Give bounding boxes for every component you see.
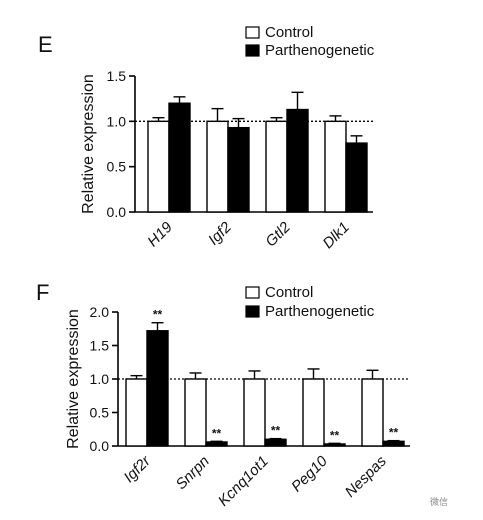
panel-f-bar-control <box>302 378 325 447</box>
panel-f-significance-label: ** <box>330 428 340 442</box>
panel-f-significance-label: ** <box>212 426 222 440</box>
panel-f-legend-label: Control <box>265 284 313 301</box>
panel-f-category-label: Igf2r <box>121 452 155 486</box>
panel-f-bar-control <box>184 378 207 447</box>
panel-f-legend-swatch <box>245 286 260 299</box>
panel-f-y-label: Relative expression <box>65 309 82 449</box>
panel-f-ytick-label: 1.0 <box>90 371 110 387</box>
panel-f-bar-control <box>243 378 266 447</box>
watermark-text: 微信 <box>430 496 448 507</box>
panel-f-significance-label: ** <box>271 424 281 438</box>
panel-f-ytick-label: 0.5 <box>90 405 110 421</box>
panel-e-bar-control <box>265 120 288 213</box>
panel-f-bar-control <box>361 378 384 447</box>
panel-e-ytick-label: 0.5 <box>107 159 127 175</box>
panel-e-bar-control <box>206 120 229 213</box>
panel-f-bar-parthenogenetic <box>146 330 169 447</box>
panel-e-category-label: Igf2 <box>205 218 235 248</box>
panel-e-bar-parthenogenetic <box>286 108 309 213</box>
panel-f-significance-label: ** <box>389 426 399 440</box>
panel-e-category-label: Gtl2 <box>262 218 294 250</box>
panel-e-bar-control <box>147 120 170 213</box>
panel-f-bar-control <box>125 378 148 447</box>
panel-f-category-label: Nespas <box>342 452 390 500</box>
panel-e-category-label: H19 <box>144 218 176 250</box>
panel-e-y-label: Relative expression <box>80 74 97 214</box>
panel-e-ytick-label: 1.5 <box>107 68 127 84</box>
panel-f-category-label: Snrpn <box>173 453 213 493</box>
panel-e-legend-label: Parthenogenetic <box>265 42 375 59</box>
panel-f-category-label: Kcnq1ot1 <box>215 453 272 510</box>
panel-f-bar-parthenogenetic <box>264 438 287 447</box>
panel-e-ytick-label: 1.0 <box>107 113 127 129</box>
panel-f-legend-swatch <box>245 305 260 318</box>
panel-e-legend-swatch <box>245 44 260 57</box>
panel-f-category-label: Peg10 <box>288 452 331 495</box>
panel-e-bar-parthenogenetic <box>345 142 368 213</box>
panel-e-category-label: Dlk1 <box>320 219 353 252</box>
panel-e-letter: E <box>38 32 53 57</box>
panel-f-ytick-label: 0.0 <box>90 438 110 454</box>
panel-f-ytick-label: 1.5 <box>90 338 110 354</box>
panel-f-bar-parthenogenetic <box>382 440 405 447</box>
panel-e-bar-parthenogenetic <box>227 126 250 213</box>
panel-f-bar-parthenogenetic <box>323 443 346 447</box>
panel-e-bar-control <box>324 120 347 213</box>
panel-f-significance-label: ** <box>153 308 163 322</box>
panel-e-ytick-label: 0.0 <box>107 204 127 220</box>
panel-e-legend-swatch <box>245 26 260 39</box>
panel-f-ytick-label: 2.0 <box>90 304 110 320</box>
panel-f-legend-label: Parthenogenetic <box>265 303 375 320</box>
panel-e-bar-parthenogenetic <box>168 102 191 213</box>
panel-f-letter: F <box>36 280 49 305</box>
panel-f-bar-parthenogenetic <box>205 441 228 447</box>
panel-e-legend-label: Control <box>265 24 313 41</box>
